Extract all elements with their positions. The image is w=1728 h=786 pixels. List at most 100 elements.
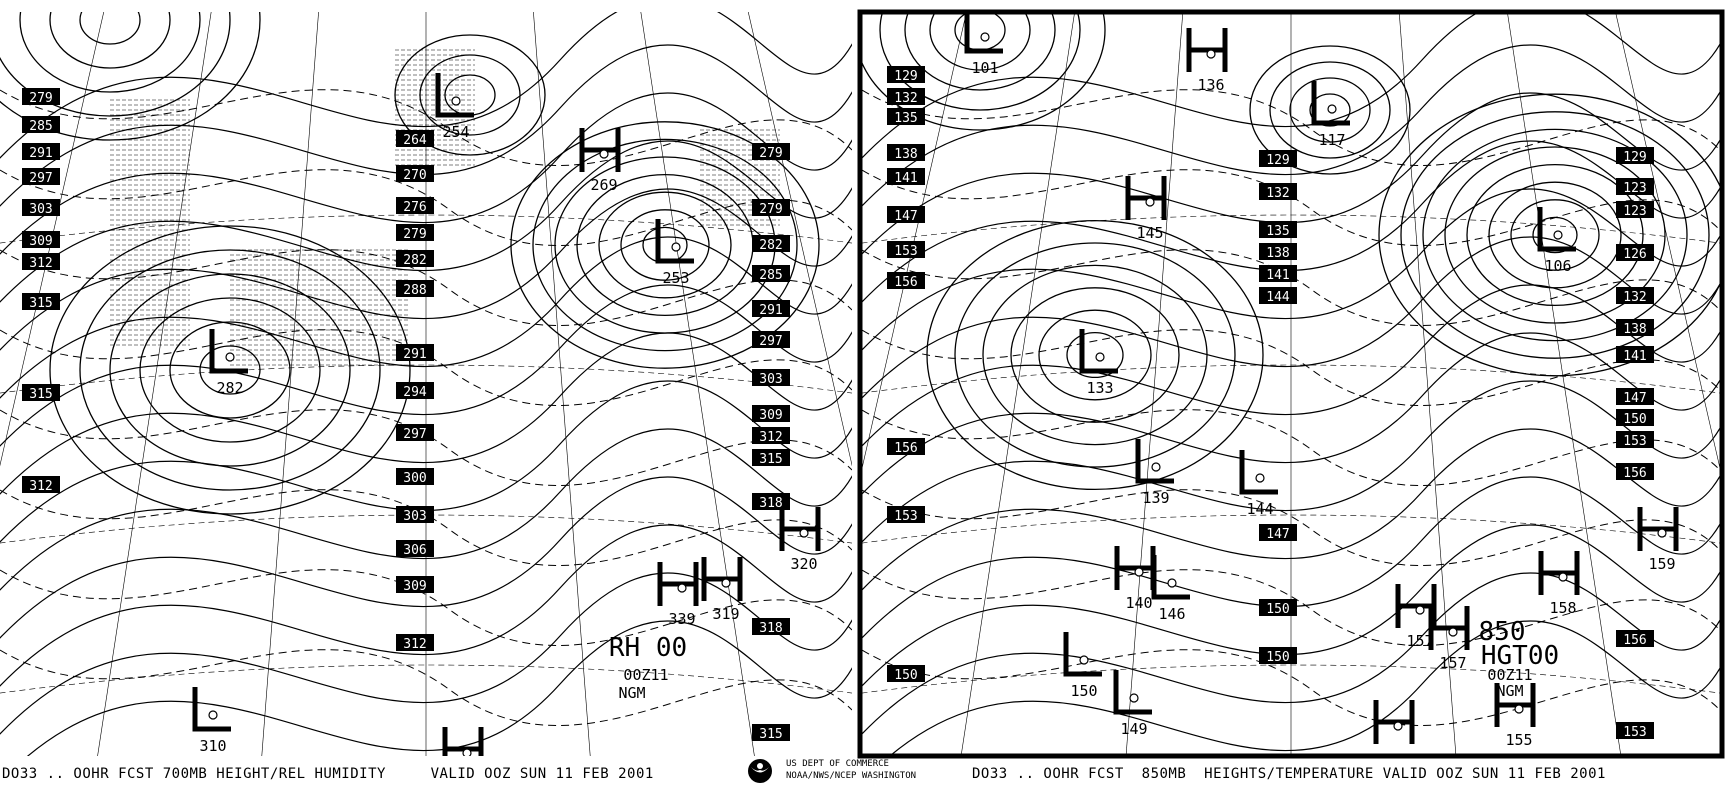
meridian-line <box>640 12 755 756</box>
height-contour <box>0 380 852 543</box>
center-marker-icon <box>599 149 609 159</box>
high-pressure-symbol <box>1125 176 1167 220</box>
height-label: 312 <box>759 430 782 445</box>
height-label-box <box>22 143 60 160</box>
field-label: RH 00 <box>609 633 687 663</box>
high-pressure-symbol <box>1637 507 1679 551</box>
humidity-contour <box>0 169 852 246</box>
center-marker-icon <box>1095 352 1105 362</box>
low-pressure-symbol <box>209 329 248 374</box>
height-label-box <box>1616 147 1654 164</box>
height-contour <box>79 12 141 45</box>
center-value: 150 <box>1070 682 1097 700</box>
height-label-box <box>887 506 925 523</box>
height-label: 297 <box>29 171 52 186</box>
meridian-line <box>261 12 319 756</box>
high-pressure-symbol <box>657 562 699 606</box>
height-label-box <box>1259 243 1297 260</box>
height-contour <box>1249 45 1411 175</box>
height-contour <box>0 188 852 351</box>
center-marker-icon <box>1145 197 1155 207</box>
height-label-box <box>1616 287 1654 304</box>
height-label-box <box>1259 287 1297 304</box>
height-label-box <box>752 427 790 444</box>
meridian-line <box>1615 12 1720 470</box>
height-label-box <box>1616 463 1654 480</box>
height-label: 138 <box>1623 322 1646 337</box>
height-label-box <box>1259 221 1297 238</box>
height-label-box <box>396 130 434 147</box>
temperature-contour <box>862 169 1720 246</box>
height-label: 150 <box>1266 602 1289 617</box>
height-label-box <box>22 88 60 105</box>
center-value: 149 <box>1120 720 1147 738</box>
left-panel-700mb-map: 279 285 291 297 303 309 312 315 315 312 264 270 276 2… <box>0 12 852 756</box>
height-contour <box>0 332 852 495</box>
height-label: 285 <box>29 119 52 134</box>
center-marker-icon <box>1657 528 1667 538</box>
height-label-box <box>887 66 925 83</box>
map-content: 129 132 135 138 141 147 153 156 156 153 150 129 132 1… <box>862 12 1720 756</box>
height-label: 138 <box>1266 246 1289 261</box>
high-pressure-symbol <box>779 507 821 551</box>
height-contour <box>0 236 852 399</box>
height-label: 264 <box>403 133 427 148</box>
height-contour <box>862 188 1720 351</box>
height-label: 297 <box>403 427 426 442</box>
meridian-line <box>97 12 212 756</box>
height-label: 153 <box>894 509 917 524</box>
height-label-box <box>396 224 434 241</box>
height-label-box <box>752 235 790 252</box>
center-value: 139 <box>1142 489 1169 507</box>
height-contour <box>1038 309 1152 401</box>
high-pressure-symbol <box>1494 683 1536 727</box>
height-label-box <box>887 144 925 161</box>
agency-line-2: NOAA/NWS/NCEP WASHINGTON <box>786 771 917 781</box>
low-pressure-symbol <box>1113 670 1152 715</box>
height-label: 312 <box>29 479 52 494</box>
center-marker-icon <box>671 242 681 252</box>
meridian-line <box>862 12 967 470</box>
center-value: 101 <box>971 59 998 77</box>
height-label: 300 <box>403 471 426 486</box>
height-label: 141 <box>1623 349 1646 364</box>
height-label: 147 <box>1266 527 1289 542</box>
height-label-box <box>396 468 434 485</box>
temperature-contour <box>862 569 1720 646</box>
height-label: 270 <box>403 168 426 183</box>
center-marker-icon <box>1134 567 1144 577</box>
center-value: 158 <box>1549 599 1576 617</box>
height-label: 150 <box>894 668 917 683</box>
center-value: 155 <box>1505 731 1532 749</box>
height-label-box <box>1616 431 1654 448</box>
height-label: 147 <box>1623 391 1646 406</box>
height-contour <box>642 226 688 264</box>
low-pressure-symbol <box>192 687 231 732</box>
height-label-box <box>396 506 434 523</box>
height-label-box <box>22 476 60 493</box>
center-marker-icon <box>799 528 809 538</box>
valid-time-label: 00Z11 <box>623 666 668 684</box>
high-pressure-symbol <box>579 128 621 172</box>
temperature-contour <box>862 409 1720 486</box>
center-marker-icon <box>1151 462 1161 472</box>
height-label-box <box>752 265 790 282</box>
height-contour <box>109 273 351 467</box>
height-label: 315 <box>759 452 782 467</box>
temperature-contour <box>862 89 1720 166</box>
low-pressure-symbol <box>1239 450 1278 495</box>
humidity-contour <box>0 89 852 166</box>
height-label-box <box>752 405 790 422</box>
center-marker-icon <box>1393 721 1403 731</box>
height-label-box <box>752 449 790 466</box>
height-contour <box>1422 128 1688 342</box>
height-label: 129 <box>1266 153 1289 168</box>
center-value: 117 <box>1318 131 1345 149</box>
center-value: 254 <box>442 123 469 141</box>
height-contour <box>904 12 1056 91</box>
low-pressure-symbol <box>1151 555 1190 600</box>
height-label-box <box>396 165 434 182</box>
height-label: 312 <box>29 256 52 271</box>
center-value: 319 <box>712 605 739 623</box>
